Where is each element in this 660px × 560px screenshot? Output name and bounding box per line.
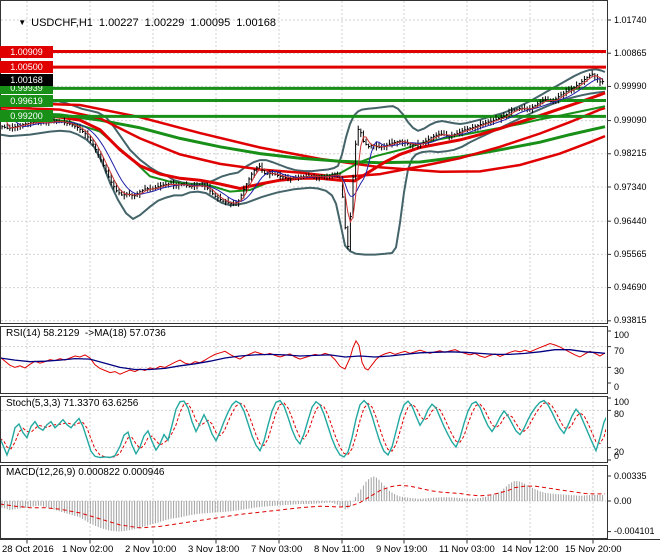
stoch-tick-label: 20 bbox=[614, 446, 625, 457]
time-axis-label: 8 Nov 11:00 bbox=[314, 544, 365, 555]
stoch-indicator-label: Stoch(5,3,3) 71.3370 63.6256 bbox=[6, 398, 139, 409]
rsi-series bbox=[1, 339, 606, 375]
rsi-indicator-label: RSI(14) 58.2129 ->MA(18) 57.0736 bbox=[6, 328, 166, 339]
time-axis-label: 15 Nov 20:00 bbox=[565, 544, 622, 555]
macd-tick-label: -0.004101 bbox=[614, 526, 655, 537]
time-axis-label: 3 Nov 18:00 bbox=[188, 544, 240, 555]
price-tick-label: 1.00865 bbox=[614, 47, 647, 58]
rsi-tick-label: 0 bbox=[614, 382, 620, 392]
current-price-badge: 1.00168 bbox=[0, 73, 53, 86]
macd-signal-line bbox=[1, 484, 605, 529]
time-axis-label: 2 Nov 10:00 bbox=[125, 544, 177, 555]
stoch-tick-label: 0 bbox=[614, 451, 620, 461]
ma-green-slow-line bbox=[1, 111, 606, 165]
stochastic-series bbox=[1, 399, 606, 459]
macd-series bbox=[1, 476, 605, 532]
price-level-badge: 1.00500 bbox=[0, 61, 53, 74]
ma-thin-red-line bbox=[1, 75, 603, 224]
time-axis-label: 14 Nov 12:00 bbox=[502, 544, 559, 555]
time-axis-label: 7 Nov 03:00 bbox=[251, 544, 303, 555]
price-tick-label: 0.99090 bbox=[614, 115, 647, 126]
axis-tick-marks bbox=[607, 19, 611, 533]
thin-ma-lines bbox=[1, 75, 603, 224]
time-axis-label: 28 Oct 2016 bbox=[2, 544, 54, 555]
symbol-dropdown-icon[interactable]: ▼ bbox=[18, 18, 27, 27]
quote-open: 1.00227 bbox=[98, 17, 139, 29]
price-level-badge: 0.99619 bbox=[0, 94, 53, 107]
price-tick-label: 0.95565 bbox=[614, 248, 647, 259]
panel-frames bbox=[0, 0, 660, 544]
quote-high: 1.00229 bbox=[144, 17, 185, 29]
rsi-tick-label: 30 bbox=[614, 366, 625, 377]
price-tick-label: 1.01740 bbox=[614, 14, 647, 25]
price-level-badge: 1.00909 bbox=[0, 45, 53, 58]
chart-header: ▼ USDCHF,H1 1.00227 1.00229 1.00095 1.00168 bbox=[6, 3, 276, 43]
macd-tick-label: 0.00335 bbox=[614, 470, 647, 481]
rsi-ma-line bbox=[1, 349, 606, 371]
macd-tick-label: 0.00 bbox=[614, 495, 632, 506]
stoch-tick-label: 100 bbox=[614, 397, 630, 407]
price-level-badge: 0.99200 bbox=[0, 110, 53, 123]
chart-title-symbol: USDCHF,H1 bbox=[31, 17, 93, 29]
time-axis-label: 1 Nov 02:00 bbox=[62, 544, 114, 555]
rsi-tick-label: 70 bbox=[614, 345, 625, 356]
price-tick-label: 0.93815 bbox=[614, 315, 647, 326]
price-tick-label: 0.98215 bbox=[614, 148, 647, 159]
time-axis-label: 9 Nov 19:00 bbox=[376, 544, 428, 555]
price-tick-label: 0.94690 bbox=[614, 282, 647, 293]
main-plot-area[interactable] bbox=[0, 0, 607, 324]
price-tick-label: 0.99990 bbox=[614, 80, 647, 91]
stoch-tick-label: 80 bbox=[614, 409, 625, 420]
time-axis-label: 11 Nov 03:00 bbox=[439, 544, 495, 555]
price-tick-label: 0.97340 bbox=[614, 181, 647, 192]
macd-indicator-label: MACD(12,26,9) 0.000822 0.000946 bbox=[6, 467, 165, 478]
price-level-lines bbox=[1, 50, 606, 118]
rsi-tick-label: 100 bbox=[614, 330, 630, 340]
quote-close: 1.00168 bbox=[236, 17, 276, 29]
stoch-main-line bbox=[1, 399, 606, 459]
price-tick-label: 0.96440 bbox=[614, 215, 647, 226]
quote-low: 1.00095 bbox=[190, 17, 231, 29]
